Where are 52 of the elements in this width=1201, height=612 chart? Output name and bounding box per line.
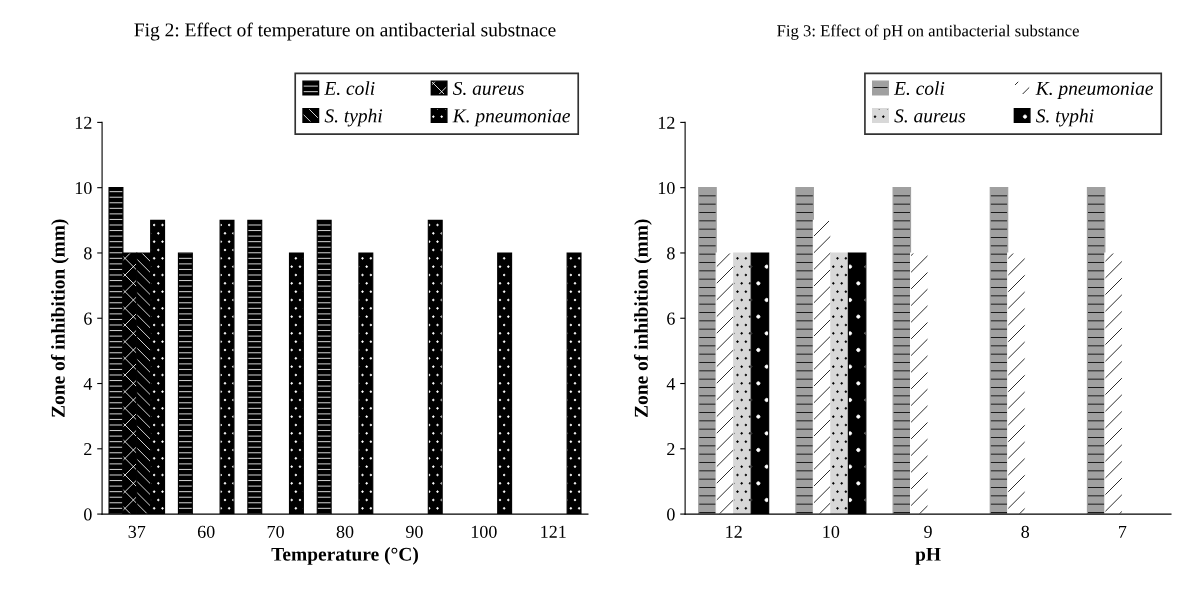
bar xyxy=(812,219,832,515)
y-tick-label: 2 xyxy=(667,443,675,456)
y-axis-title: Zone of inhibition (mm) xyxy=(50,219,69,417)
x-tick-label: 10 xyxy=(823,525,840,538)
y-tick-label: 12 xyxy=(75,116,92,129)
y-tick-label: 0 xyxy=(667,508,675,521)
x-tick-label: 60 xyxy=(197,525,215,538)
legend-label: S. typhi xyxy=(1035,108,1094,127)
x-tick-label: 121 xyxy=(541,525,566,538)
bar xyxy=(892,187,912,515)
y-tick-label: 2 xyxy=(84,443,92,456)
bar xyxy=(909,252,929,515)
chart-title: Fig 3: Effect of pH on antibacterial substance xyxy=(777,24,1079,40)
bar xyxy=(795,187,814,515)
legend-label: E. coli xyxy=(324,81,375,96)
bar xyxy=(989,187,1009,515)
bar xyxy=(733,252,752,515)
y-tick-label: 12 xyxy=(658,116,675,129)
bar xyxy=(715,252,735,515)
legend-label: S. aureus xyxy=(452,81,524,96)
y-tick-label: 0 xyxy=(84,508,92,521)
y-axis-title: Zone of inhibition (mm) xyxy=(633,219,652,417)
legend-label: E. coli xyxy=(893,81,945,96)
x-tick-label: 100 xyxy=(471,525,497,538)
bar xyxy=(1086,187,1106,515)
x-tick-label: 9 xyxy=(924,525,932,538)
bar xyxy=(1104,252,1123,515)
x-axis-title: Temperature (°C) xyxy=(271,547,418,565)
bar xyxy=(830,252,849,515)
y-tick-label: 4 xyxy=(83,377,93,390)
y-tick-label: 8 xyxy=(84,247,92,260)
x-tick-label: 90 xyxy=(405,525,423,538)
y-tick-label: 6 xyxy=(667,312,675,325)
x-tick-label: 37 xyxy=(128,525,146,538)
y-tick-label: 8 xyxy=(667,247,675,260)
legend-label: K. pneumoniae xyxy=(452,109,570,127)
y-tick-label: 6 xyxy=(84,312,92,325)
bar xyxy=(698,187,717,515)
y-tick-label: 10 xyxy=(75,181,92,195)
x-tick-label: 12 xyxy=(726,525,742,538)
x-tick-label: 7 xyxy=(1119,525,1127,538)
chart-title: Fig 2: Effect of temperature on antibacterial substnace xyxy=(134,22,556,41)
y-tick-label: 4 xyxy=(666,377,676,390)
x-tick-label: 70 xyxy=(267,525,284,538)
legend-label: S. aureus xyxy=(894,109,966,123)
bar xyxy=(1007,252,1026,515)
y-tick-label: 10 xyxy=(658,181,675,195)
x-tick-label: 80 xyxy=(336,525,354,538)
x-tick-label: 8 xyxy=(1021,525,1030,538)
legend-label: K. pneumoniae xyxy=(1035,81,1154,99)
legend-label: S. typhi xyxy=(324,108,383,127)
x-axis-title: pH xyxy=(915,547,941,565)
